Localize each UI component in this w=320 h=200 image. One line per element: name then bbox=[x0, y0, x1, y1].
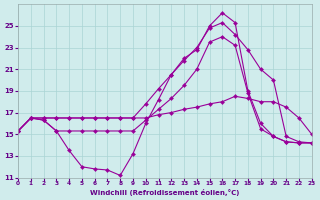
X-axis label: Windchill (Refroidissement éolien,°C): Windchill (Refroidissement éolien,°C) bbox=[90, 189, 240, 196]
